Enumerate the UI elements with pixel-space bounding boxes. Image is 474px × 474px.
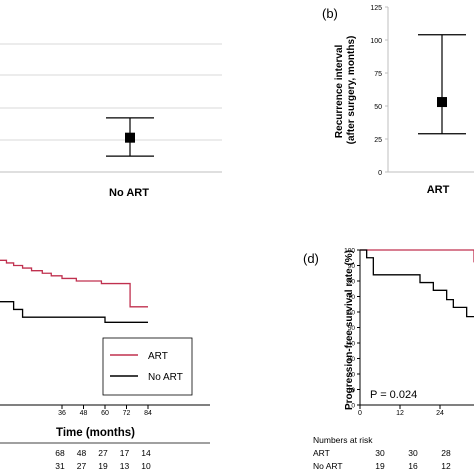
- panel-label: (d): [303, 251, 319, 266]
- p-value-annotation: P = 0.024: [370, 389, 417, 401]
- y-tick-label: 0: [378, 170, 382, 177]
- x-tick-label: 72: [123, 410, 131, 417]
- risk-table: 68 48 27 17 14 31 27 19 13 10: [55, 448, 151, 471]
- x-ticks: 36 48 60 72 84: [58, 405, 152, 417]
- y-tick-label: 20: [348, 372, 356, 379]
- y-axis-label: Progression-free survival rate (%): [344, 250, 355, 410]
- x-tick-label: 84: [144, 410, 152, 417]
- x-axis-label: Time (months): [56, 427, 135, 439]
- y-tick-label: 25: [374, 137, 382, 144]
- risk-table: Numbers at risk ART 30 30 28 No ART 19 16 12: [313, 435, 451, 471]
- km-curve-no-art: [360, 249, 474, 318]
- panel-label: (b): [322, 6, 338, 21]
- y-tick-label: 100: [370, 38, 382, 45]
- risk-table-title: Numbers at risk: [313, 435, 373, 445]
- y-axis-label-line2: (after surgery, months): [346, 36, 357, 145]
- y-ticks: 0 25 50 75 100 125: [370, 5, 388, 177]
- x-category-label: ART: [427, 184, 450, 196]
- x-tick-label: 60: [101, 410, 109, 417]
- y-tick-label: 125: [370, 5, 382, 12]
- x-category-label: No ART: [109, 187, 149, 199]
- y-tick-label: 100: [344, 248, 355, 255]
- risk-value: 68: [55, 448, 65, 458]
- risk-value: 19: [375, 461, 385, 471]
- x-tick-label: 48: [80, 410, 88, 417]
- x-tick-label: 0: [358, 410, 362, 417]
- risk-value: 30: [408, 448, 418, 458]
- legend-box: [102, 337, 193, 396]
- y-tick-label: 50: [374, 104, 382, 111]
- risk-value: 30: [375, 448, 385, 458]
- risk-value: 27: [98, 448, 108, 458]
- km-curve-art: [360, 249, 474, 263]
- risk-value: 19: [98, 461, 108, 471]
- risk-value: 10: [141, 461, 151, 471]
- mean-marker-art: [437, 97, 447, 108]
- risk-value: 17: [120, 448, 130, 458]
- x-tick-label: 36: [58, 410, 66, 417]
- y-tick-label: 0: [351, 403, 355, 410]
- risk-value: 28: [441, 448, 451, 458]
- risk-value: 31: [55, 461, 65, 471]
- y-tick-label: 10: [348, 387, 356, 394]
- legend-label-art: ART: [148, 351, 168, 362]
- y-tick-label: 40: [348, 341, 356, 348]
- km-curve-no-art: [0, 301, 148, 323]
- risk-value: 14: [141, 448, 151, 458]
- km-curve-art: [0, 259, 148, 308]
- y-tick-label: 50: [348, 325, 356, 332]
- x-tick-label: 24: [436, 410, 444, 417]
- risk-value: 27: [77, 461, 87, 471]
- y-tick-label: 30: [348, 356, 356, 363]
- panel-a: No ART: [0, 43, 222, 199]
- legend-label-no-art: No ART: [148, 372, 183, 383]
- risk-value: 13: [120, 461, 130, 471]
- y-tick-label: 80: [348, 279, 356, 286]
- panel-c: 36 48 60 72 84 ART No ART Time (months) 68 48…: [0, 259, 210, 471]
- risk-row-label: ART: [313, 448, 330, 458]
- risk-value: 48: [77, 448, 87, 458]
- risk-value: 12: [441, 461, 451, 471]
- x-ticks: 0 12 24: [358, 405, 444, 417]
- svg-text:Recurrence interval (aft: Recurrence interval (after surgery, mont…: [334, 36, 357, 145]
- mean-marker-no-art: [125, 132, 135, 143]
- y-tick-label: 70: [348, 294, 356, 301]
- panel-b: (b) Recurrence interval (after surgery, …: [322, 5, 474, 196]
- y-tick-label: 90: [348, 263, 356, 270]
- risk-value: 16: [408, 461, 418, 471]
- x-tick-label: 12: [396, 410, 404, 417]
- risk-row-label: No ART: [313, 461, 343, 471]
- y-tick-label: 75: [374, 71, 382, 78]
- y-ticks: 0 10 20 30 40 50 60 70 80 90 100: [344, 248, 360, 410]
- y-tick-label: 60: [348, 310, 356, 317]
- panel-d: (d) Progression-free survival rate (%) 0…: [303, 248, 474, 471]
- y-axis-label-line1: Recurrence interval: [334, 44, 345, 138]
